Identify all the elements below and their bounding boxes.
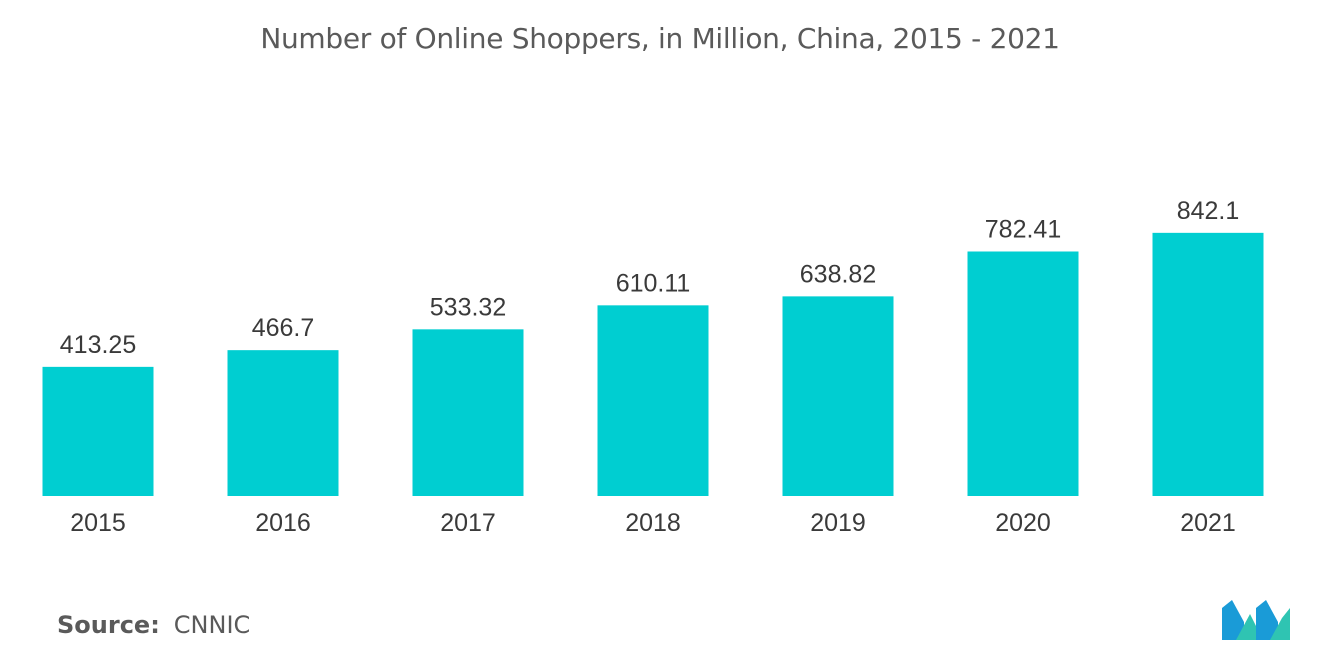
data-label-2018: 610.11 bbox=[616, 269, 691, 297]
data-label-2015: 413.25 bbox=[60, 331, 136, 359]
chart-title: Number of Online Shoppers, in Million, C… bbox=[260, 22, 1060, 55]
source-note: Source: CNNIC bbox=[57, 611, 250, 639]
bar-2021 bbox=[1152, 232, 1264, 496]
data-label-2017: 533.32 bbox=[430, 293, 506, 321]
bar-2015 bbox=[42, 366, 154, 496]
mordor-intelligence-logo-icon bbox=[1222, 600, 1290, 640]
data-label-2019: 638.82 bbox=[800, 260, 876, 288]
bar-chart: 413.25 2015 466.7 2016 533.32 2017 610.11 2018 6… bbox=[42, 197, 1264, 537]
bar-2018 bbox=[597, 305, 709, 496]
source-value: CNNIC bbox=[173, 611, 251, 639]
source-label: Source: bbox=[57, 611, 160, 639]
bar-2016 bbox=[227, 350, 339, 496]
bar-2017 bbox=[412, 329, 524, 496]
data-label-2016: 466.7 bbox=[252, 314, 315, 342]
x-tick-label-2015: 2015 bbox=[70, 509, 126, 537]
x-tick-label-2017: 2017 bbox=[440, 509, 496, 537]
x-tick-label-2016: 2016 bbox=[255, 509, 311, 537]
x-tick-label-2021: 2021 bbox=[1180, 509, 1236, 537]
data-label-2020: 782.41 bbox=[985, 215, 1061, 243]
data-label-2021: 842.1 bbox=[1177, 197, 1240, 225]
bar-2020 bbox=[967, 251, 1079, 496]
x-tick-label-2019: 2019 bbox=[810, 509, 866, 537]
bar-2019 bbox=[782, 296, 894, 496]
x-tick-label-2020: 2020 bbox=[995, 509, 1051, 537]
x-tick-label-2018: 2018 bbox=[625, 509, 681, 537]
